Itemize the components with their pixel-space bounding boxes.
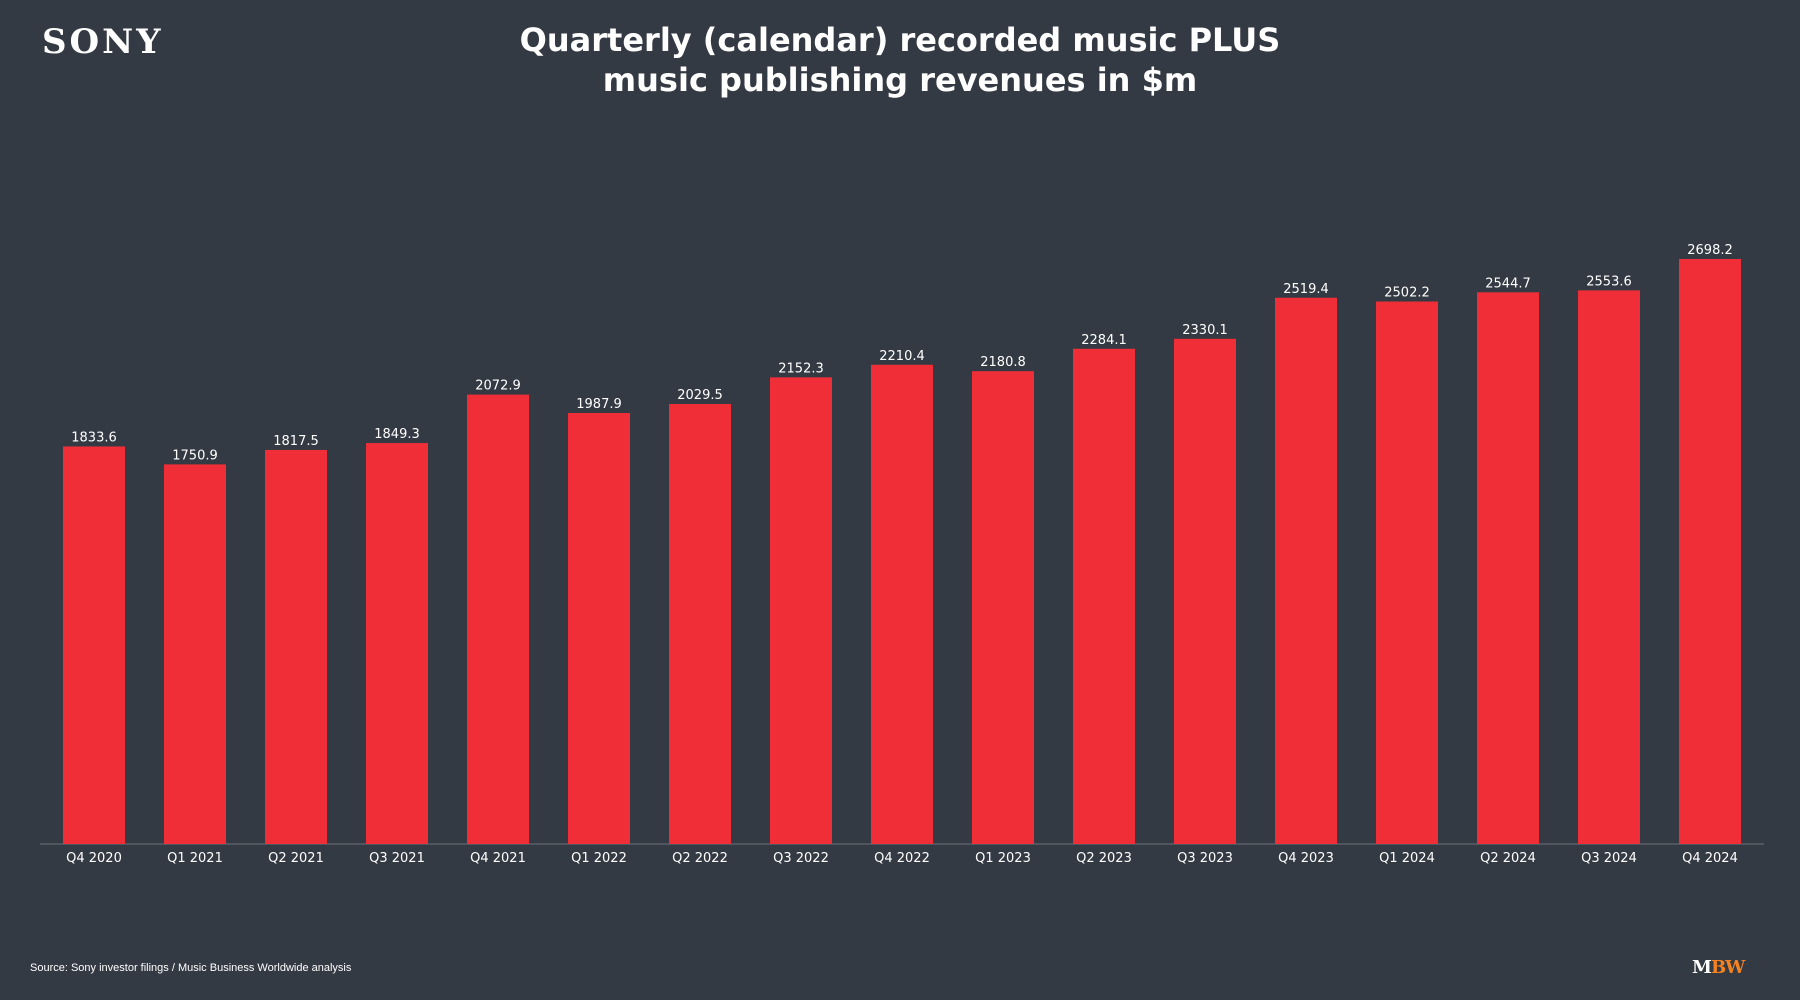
data-label: 2519.4 (1283, 282, 1329, 297)
data-label: 1750.9 (172, 448, 218, 463)
x-tick-label: Q3 2024 (1581, 851, 1637, 866)
mbw-logo: MBW (1692, 957, 1745, 978)
x-tick-label: Q3 2023 (1177, 851, 1233, 866)
chart-title-line-2: music publishing revenues in $m (602, 61, 1198, 99)
data-label: 2029.5 (677, 388, 723, 403)
bar-q1-2022 (568, 413, 630, 844)
x-tick-label: Q2 2023 (1076, 851, 1132, 866)
x-tick-label: Q2 2021 (268, 851, 324, 866)
x-tick-label: Q4 2021 (470, 851, 526, 866)
mbw-logo-m: M (1692, 957, 1712, 978)
bar-q4-2021 (467, 394, 529, 844)
x-tick-label: Q4 2023 (1278, 851, 1334, 866)
source-note: Source: Sony investor filings / Music Bu… (30, 962, 352, 974)
bar-q2-2021 (265, 449, 327, 844)
bar-q4-2023 (1275, 297, 1337, 844)
bar-q1-2023 (972, 371, 1034, 844)
data-label: 2698.2 (1687, 243, 1733, 258)
x-tick-label: Q4 2024 (1682, 851, 1738, 866)
data-label: 2284.1 (1081, 333, 1127, 348)
x-tick-label: Q1 2023 (975, 851, 1031, 866)
sony-logo: SONY (42, 22, 164, 62)
x-tick-label: Q3 2021 (369, 851, 425, 866)
data-label: 2180.8 (980, 355, 1026, 370)
data-label: 2152.3 (778, 361, 824, 376)
data-label: 2544.7 (1485, 276, 1531, 291)
bar-q4-2024 (1679, 259, 1741, 844)
data-label: 1849.3 (374, 427, 420, 442)
data-label: 1987.9 (576, 397, 622, 412)
data-label: 2553.6 (1586, 274, 1632, 289)
bar-q4-2020 (63, 446, 125, 844)
bar-q4-2022 (871, 364, 933, 844)
bar-q2-2022 (669, 403, 731, 844)
mbw-logo-bw: BW (1710, 957, 1745, 978)
bar-q1-2024 (1376, 301, 1438, 844)
data-label: 2502.2 (1384, 285, 1430, 300)
bar-q3-2022 (770, 377, 832, 844)
bar-q3-2021 (366, 443, 428, 844)
x-tick-label: Q2 2022 (672, 851, 728, 866)
x-tick-label: Q1 2024 (1379, 851, 1435, 866)
x-tick-label: Q4 2022 (874, 851, 930, 866)
x-tick-label: Q1 2021 (167, 851, 223, 866)
chart-title: Quarterly (calendar) recorded music PLUS… (400, 20, 1400, 100)
data-label: 2210.4 (879, 349, 925, 364)
bar-q3-2024 (1578, 290, 1640, 844)
chart-title-line-1: Quarterly (calendar) recorded music PLUS (519, 21, 1281, 59)
bar-q1-2021 (164, 464, 226, 844)
x-tick-label: Q4 2020 (66, 851, 122, 866)
data-label: 2330.1 (1182, 323, 1228, 338)
data-label: 1817.5 (273, 434, 319, 449)
data-label: 2072.9 (475, 379, 521, 394)
bar-q2-2024 (1477, 292, 1539, 844)
x-tick-label: Q1 2022 (571, 851, 627, 866)
bar-q2-2023 (1073, 348, 1135, 844)
x-tick-label: Q2 2024 (1480, 851, 1536, 866)
bar-q3-2023 (1174, 338, 1236, 844)
x-tick-label: Q3 2022 (773, 851, 829, 866)
data-label: 1833.6 (71, 430, 117, 445)
